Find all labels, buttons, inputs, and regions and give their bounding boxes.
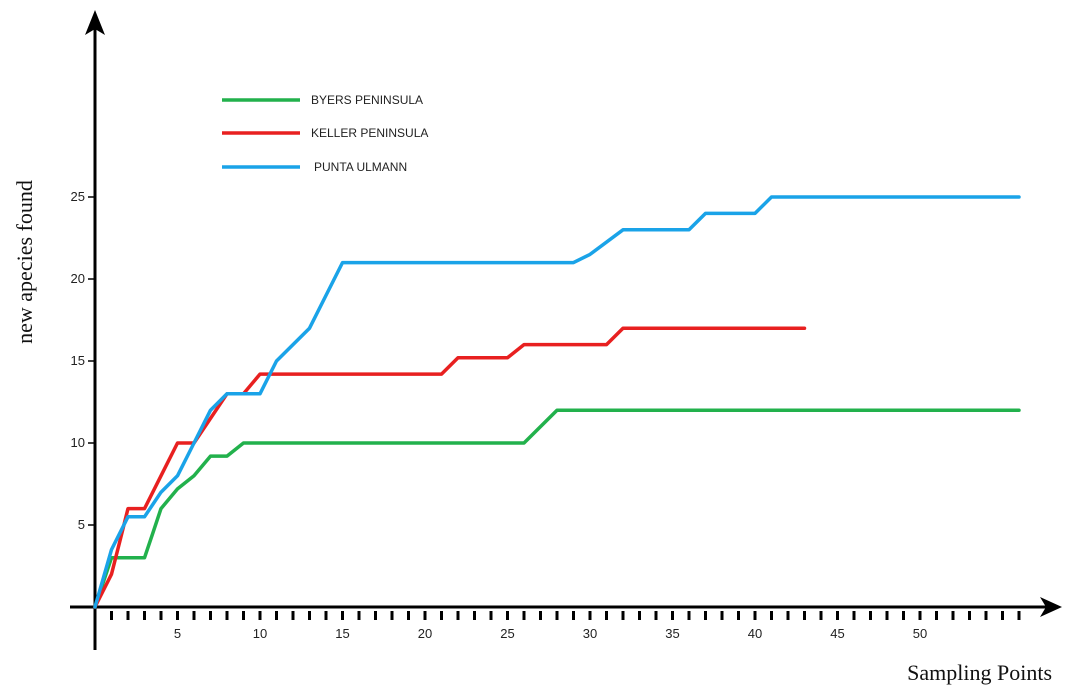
x-tick-label: 50 (913, 626, 927, 641)
x-tick-label: 20 (418, 626, 432, 641)
x-minor-ticks (110, 611, 1021, 620)
legend: BYERS PENINSULA KELLER PENINSULA PUNTA U… (222, 93, 428, 174)
y-tick-label: 15 (71, 353, 85, 368)
x-tick-label: 45 (830, 626, 844, 641)
x-tick-label: 15 (335, 626, 349, 641)
y-tick-label: 20 (71, 271, 85, 286)
y-tick-label: 10 (71, 435, 85, 450)
series-line-3 (93, 195, 1021, 609)
x-axis-arrow-icon (1040, 597, 1062, 617)
x-axis-title: Sampling Points (907, 660, 1052, 685)
legend-label-keller: KELLER PENINSULA (311, 126, 428, 140)
y-axis-arrow-icon (85, 10, 105, 35)
y-tick-label: 5 (78, 517, 85, 532)
legend-label-byers: BYERS PENINSULA (311, 93, 423, 107)
x-tick-label: 40 (748, 626, 762, 641)
y-tick-label: 25 (71, 189, 85, 204)
y-axis-title: new apecies found (12, 180, 37, 344)
x-tick-label: 30 (583, 626, 597, 641)
series-line-1 (93, 408, 1021, 609)
x-tick-label: 5 (174, 626, 181, 641)
series-lines (93, 195, 1021, 609)
x-tick-labels: 5 10 15 20 25 30 35 40 45 50 (174, 626, 927, 641)
legend-label-punta: PUNTA ULMANN (314, 160, 407, 174)
y-ticks: 5 10 15 20 25 (71, 189, 95, 532)
x-tick-label: 25 (500, 626, 514, 641)
x-tick-label: 35 (665, 626, 679, 641)
x-tick-label: 10 (253, 626, 267, 641)
